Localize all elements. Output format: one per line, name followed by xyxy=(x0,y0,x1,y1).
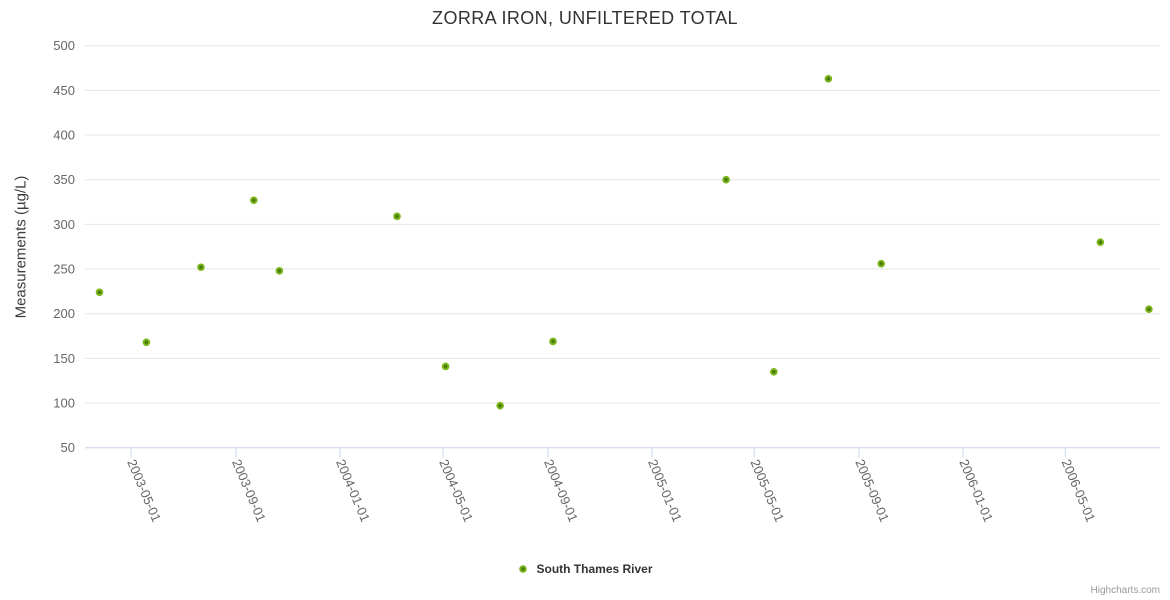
data-point[interactable] xyxy=(877,259,886,268)
data-point[interactable] xyxy=(722,175,730,184)
y-tick-label: 400 xyxy=(53,128,75,143)
x-tick-label: 2004-09-01 xyxy=(541,457,581,524)
y-tick-label: 50 xyxy=(61,440,75,455)
x-tick-label: 2003-09-01 xyxy=(229,457,269,524)
y-tick-label: 200 xyxy=(53,306,75,321)
x-tick-label: 2005-09-01 xyxy=(852,457,892,524)
x-tick-label: 2005-01-01 xyxy=(645,457,685,524)
y-tick-label: 350 xyxy=(53,172,75,187)
chart-title: ZORRA IRON, UNFILTERED TOTAL xyxy=(432,8,738,28)
x-tick-label: 2006-01-01 xyxy=(956,457,996,524)
y-tick-label: 250 xyxy=(53,262,75,277)
data-point[interactable] xyxy=(1096,238,1105,247)
x-tick-label: 2004-05-01 xyxy=(436,457,476,524)
x-tick-label: 2005-05-01 xyxy=(747,457,787,524)
y-tick-label: 300 xyxy=(53,217,75,232)
data-point[interactable] xyxy=(824,74,833,83)
data-point[interactable] xyxy=(496,401,504,410)
data-point[interactable] xyxy=(1145,305,1153,314)
data-point[interactable] xyxy=(393,212,401,221)
x-tick-label: 2003-05-01 xyxy=(124,457,164,524)
data-point[interactable] xyxy=(142,338,151,347)
legend-marker-icon xyxy=(519,565,528,573)
data-point[interactable] xyxy=(197,263,205,272)
data-point[interactable] xyxy=(549,337,557,346)
y-tick-label: 150 xyxy=(53,351,75,366)
highcharts-credit[interactable]: Highcharts.com xyxy=(1090,585,1160,596)
legend-item[interactable]: South Thames River xyxy=(0,562,1170,576)
data-point[interactable] xyxy=(275,267,284,275)
data-point[interactable] xyxy=(770,367,778,376)
data-point[interactable] xyxy=(95,288,104,297)
x-tick-label: 2004-01-01 xyxy=(333,457,373,524)
y-tick-label: 100 xyxy=(53,396,75,411)
data-point[interactable] xyxy=(441,362,450,371)
legend-label: South Thames River xyxy=(536,562,653,576)
y-tick-label: 450 xyxy=(53,83,75,98)
data-point[interactable] xyxy=(249,196,258,205)
y-tick-label: 500 xyxy=(53,38,75,53)
x-tick-label: 2006-05-01 xyxy=(1059,457,1099,524)
